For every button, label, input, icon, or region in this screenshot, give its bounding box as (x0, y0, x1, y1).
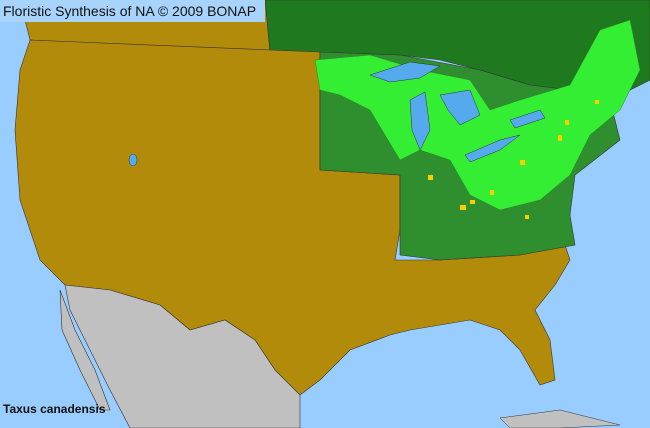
mexico (64, 284, 301, 428)
great-lakes (369, 61, 546, 163)
rare-counties (428, 100, 599, 219)
baja (59, 289, 111, 411)
species-name: Taxus canadensis (3, 402, 106, 416)
map-title: Floristic Synthesis of NA © 2009 BONAP (0, 0, 265, 22)
cuba (499, 409, 621, 428)
great-salt-lake (128, 153, 138, 167)
